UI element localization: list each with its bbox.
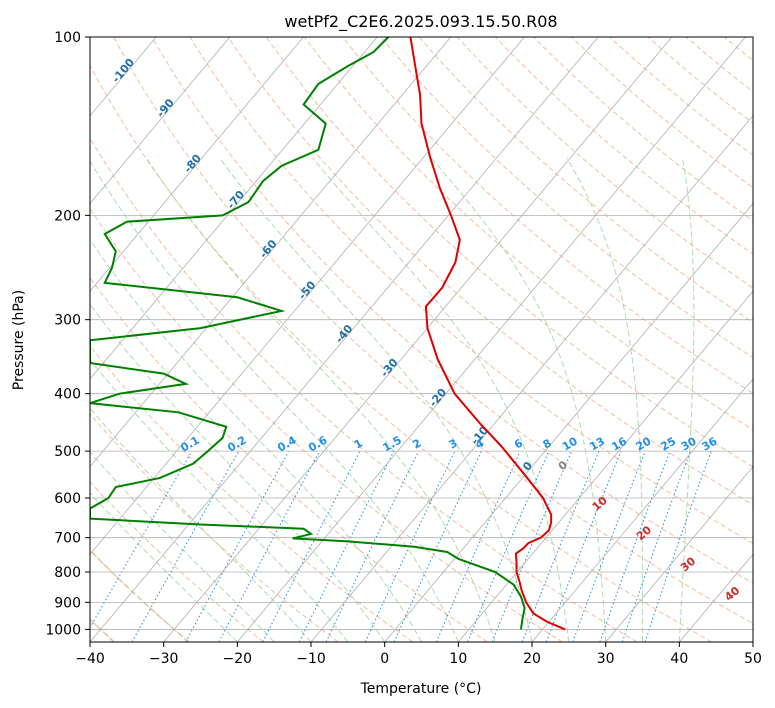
x-tick-label: 30 <box>597 651 615 667</box>
x-tick-label: −30 <box>149 651 179 667</box>
plot-frame <box>89 36 754 643</box>
y-tick-label: 500 <box>54 444 81 460</box>
mixing-ratio-line <box>393 450 482 642</box>
isotherm-line <box>531 378 753 642</box>
dry-adiabat <box>418 37 753 324</box>
dry-adiabat <box>189 37 753 545</box>
moist-adiabat <box>90 492 238 642</box>
y-tick-label: 800 <box>54 565 81 581</box>
y-tick-label: 600 <box>54 491 81 507</box>
dry-adiabat <box>90 137 638 642</box>
y-tick-label: 200 <box>54 208 81 224</box>
y-axis: 100 200 300 400 500 600 700 800 900 1000 <box>45 30 90 638</box>
mixing-ratio-line <box>621 450 691 642</box>
y-axis-label: Pressure (hPa) <box>11 290 27 390</box>
x-tick-label: 0 <box>380 651 389 667</box>
sounding-profiles <box>90 37 566 631</box>
dry-adiabats <box>90 37 753 642</box>
x-tick-label: 10 <box>449 651 467 667</box>
temperature-line <box>409 37 566 631</box>
chart-title: wetPf2_C2E6.2025.093.15.50.R08 <box>284 12 557 32</box>
mixing-ratio-line <box>491 450 573 642</box>
moist-adiabat <box>566 157 644 642</box>
mixing-ratio-line <box>325 450 420 642</box>
moist-adiabat <box>90 239 422 642</box>
moist-adiabat <box>90 358 349 642</box>
isotherm-line <box>90 37 304 292</box>
mixing-ratio-line <box>644 450 712 642</box>
x-tick-label: −40 <box>75 651 105 667</box>
moist-adiabat <box>312 157 570 642</box>
x-tick-label: 50 <box>744 651 762 667</box>
dry-adiabat <box>533 37 753 222</box>
isotherm-line <box>90 37 525 555</box>
isotherms <box>90 37 753 642</box>
x-tick-label: 20 <box>523 651 541 667</box>
x-axis-label: Temperature (°C) <box>360 681 482 697</box>
dry-adiabat <box>494 37 753 255</box>
y-tick-label: 900 <box>54 595 81 611</box>
x-tick-label: 40 <box>670 651 688 667</box>
x-axis: −40 −30 −20 −10 0 10 20 30 40 50 <box>75 642 762 667</box>
dry-adiabat <box>90 481 264 642</box>
dewpoint-line <box>90 37 526 630</box>
isotherm-line <box>90 37 452 468</box>
dry-adiabat <box>342 37 753 394</box>
moist-adiabat <box>90 303 386 642</box>
isotherm-line <box>384 202 753 642</box>
y-tick-label: 1000 <box>45 622 81 638</box>
y-tick-label: 300 <box>54 313 81 329</box>
moist-adiabat <box>90 160 459 642</box>
isotherm-line <box>310 115 753 642</box>
isotherm-line <box>237 37 746 642</box>
moist-adiabat <box>145 157 496 642</box>
dry-adiabat <box>380 37 753 359</box>
mixing-ratio-line <box>599 450 671 642</box>
moist-adiabat <box>678 157 695 642</box>
mixing-ratio-line <box>467 450 550 642</box>
dry-adiabat <box>90 207 563 642</box>
dry-adiabat <box>456 37 753 289</box>
dry-adiabat <box>113 37 753 625</box>
isotherm-line <box>90 37 378 380</box>
plot-area: -100-90-80-70-60-50-40-30-20-1000.1 0.2 0.… <box>90 37 753 642</box>
mixing-ratio-line <box>185 450 290 642</box>
mixing-ratio-line <box>90 450 193 629</box>
mixing-ratio-line <box>298 450 395 642</box>
isotherm-line <box>90 37 599 642</box>
dry-adiabat <box>151 37 753 584</box>
x-tick-label: −10 <box>296 651 326 667</box>
dry-adiabat <box>571 37 753 189</box>
isotherm-line <box>90 37 231 205</box>
isotherm-line <box>458 290 753 642</box>
y-tick-label: 700 <box>54 531 81 547</box>
moist-adiabat <box>430 157 607 642</box>
y-tick-label: 400 <box>54 387 81 403</box>
isotherm-line <box>163 37 673 642</box>
y-tick-label: 100 <box>54 30 81 46</box>
moist-adiabat <box>90 451 275 642</box>
x-tick-label: −20 <box>223 651 253 667</box>
dry-adiabat <box>227 37 753 506</box>
dry-adiabat <box>90 64 712 642</box>
isotherm-line <box>605 465 753 642</box>
pressure-gridlines <box>90 37 753 630</box>
mixing-ratio-line <box>131 450 240 642</box>
